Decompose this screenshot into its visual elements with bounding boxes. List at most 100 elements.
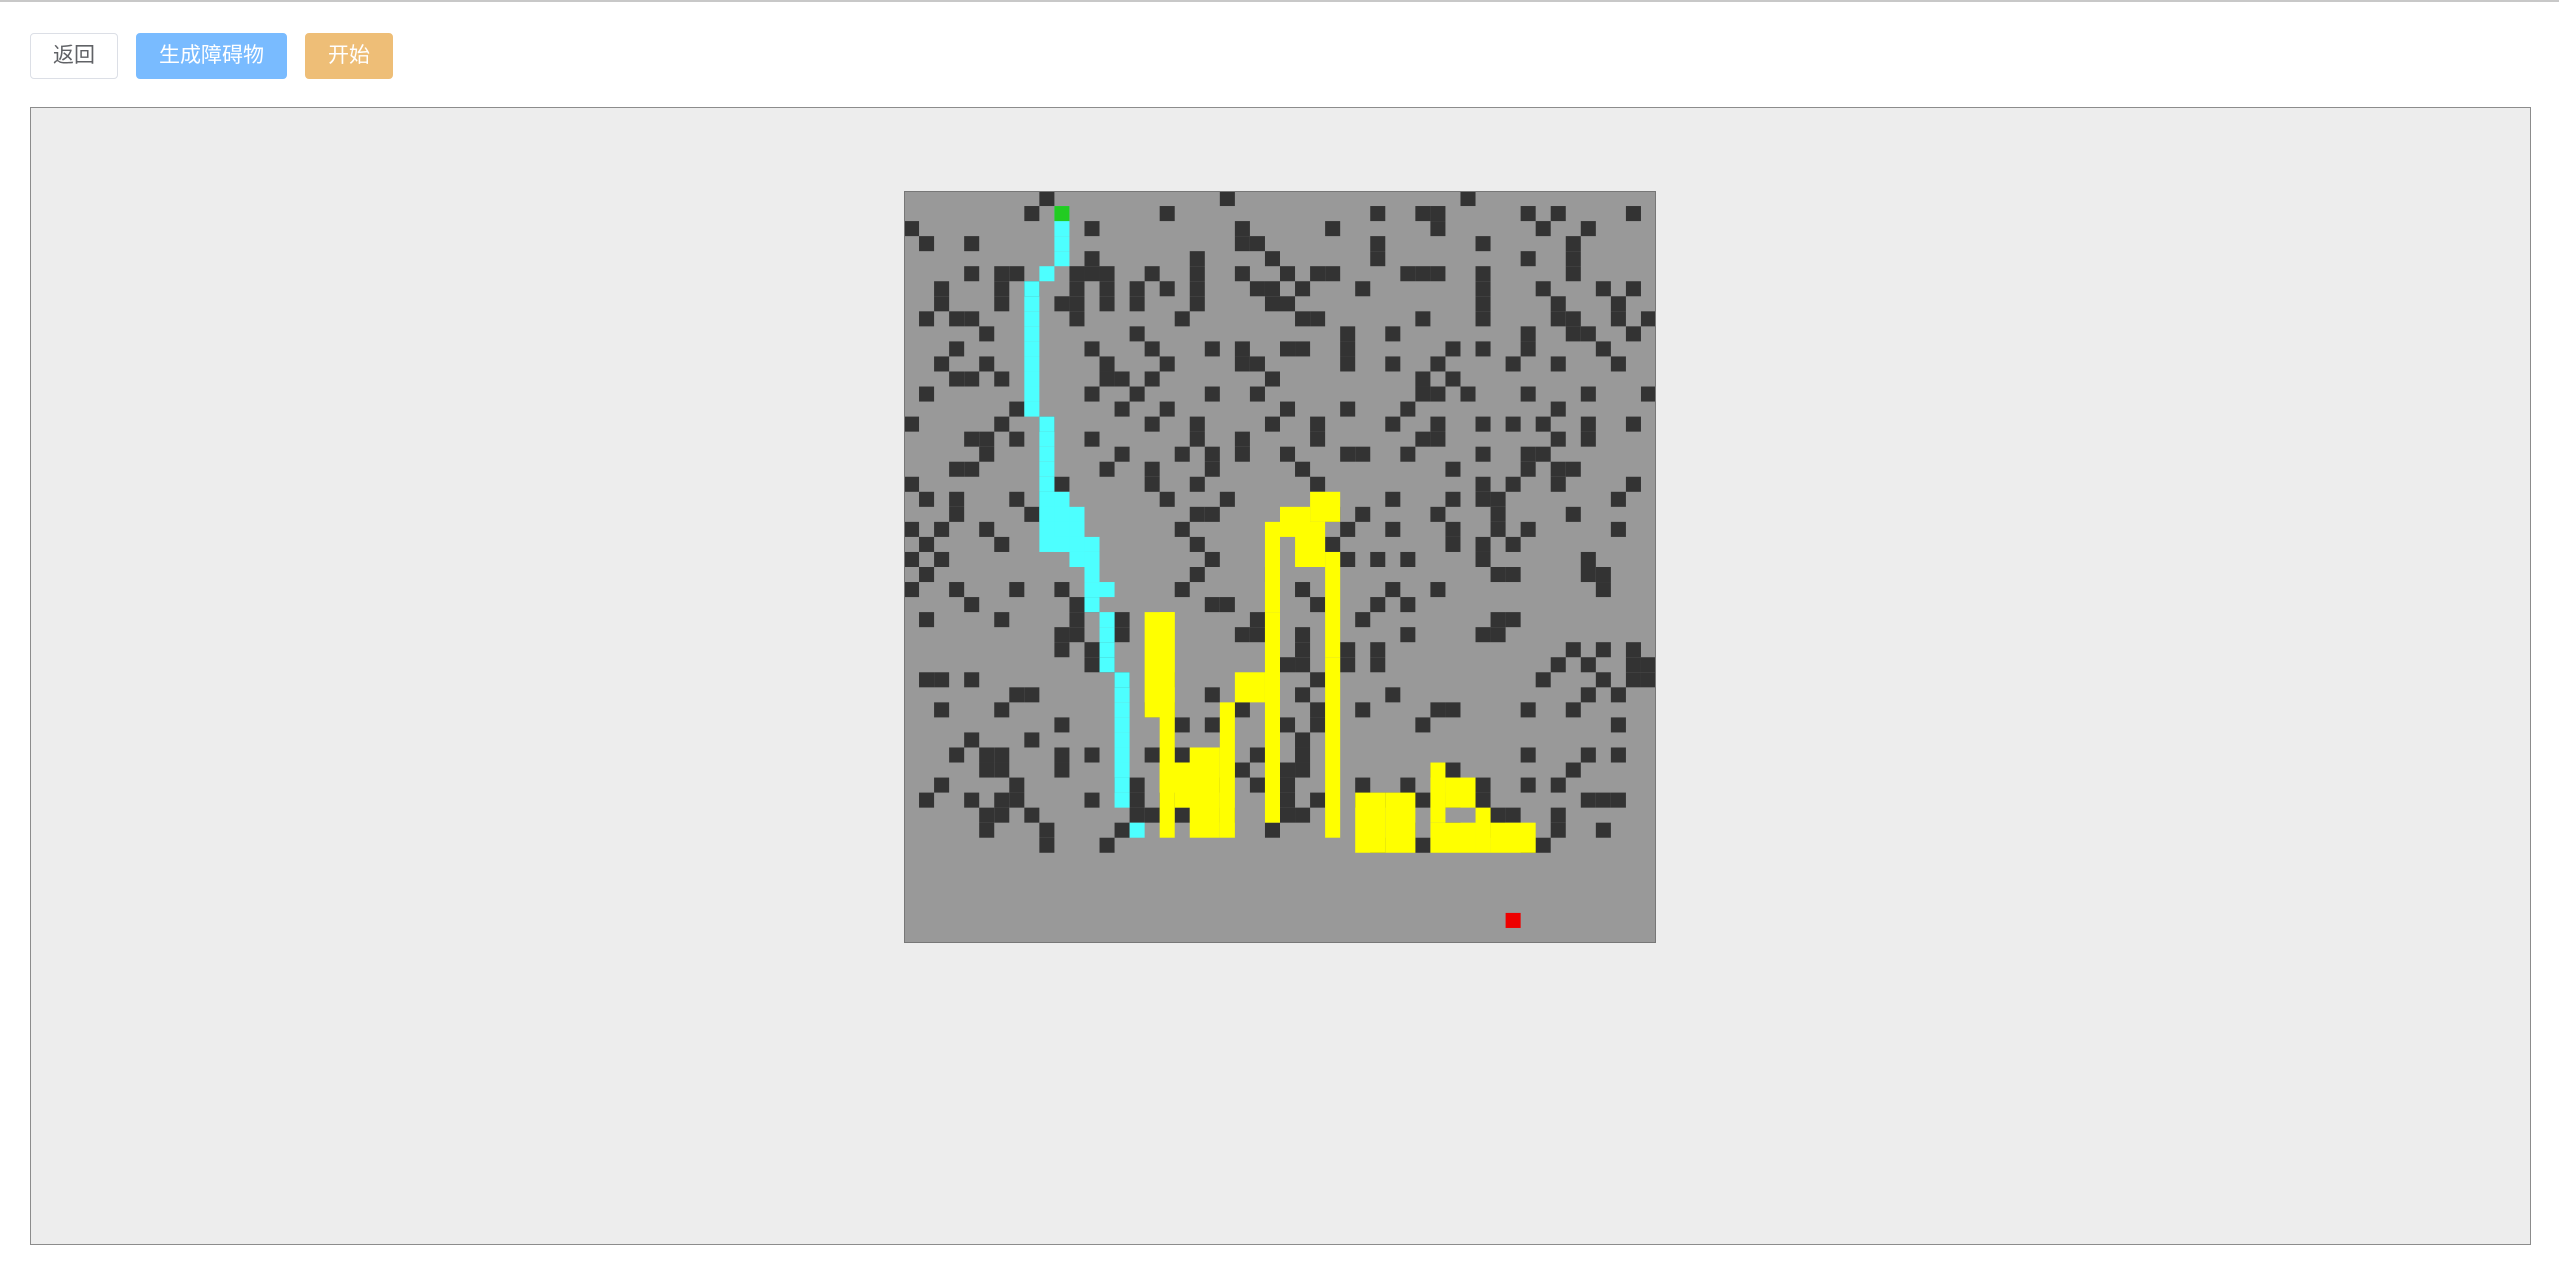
obstacle-cell	[1264, 371, 1280, 387]
obstacle-cell	[1144, 341, 1160, 357]
obstacle-cell	[1550, 296, 1566, 312]
obstacle-cell	[1280, 446, 1296, 462]
obstacle-cell	[1550, 807, 1566, 823]
obstacle-cell	[1249, 236, 1265, 252]
obstacle-cell	[979, 521, 995, 537]
obstacle-cell	[1295, 311, 1311, 327]
obstacle-cell	[994, 281, 1010, 297]
obstacle-cell	[1189, 476, 1205, 492]
visited-cell	[1144, 612, 1175, 718]
path-cell	[1039, 476, 1055, 492]
obstacle-cell	[1024, 732, 1040, 748]
obstacle-cell	[949, 506, 965, 522]
obstacle-cell	[1415, 792, 1431, 808]
obstacle-cell	[979, 822, 995, 838]
path-cell	[1099, 657, 1115, 673]
obstacle-cell	[1129, 281, 1145, 297]
obstacle-cell	[994, 612, 1010, 628]
obstacle-cell	[1280, 717, 1296, 733]
obstacle-cell	[1280, 792, 1296, 808]
obstacle-cell	[1640, 657, 1656, 673]
obstacle-cell	[964, 371, 980, 387]
obstacle-cell	[1475, 627, 1491, 643]
obstacle-cell	[1475, 476, 1491, 492]
obstacle-cell	[1400, 627, 1416, 643]
obstacle-cell	[919, 386, 935, 402]
obstacle-cell	[1264, 416, 1280, 432]
obstacle-cell	[1490, 521, 1506, 537]
obstacle-cell	[1204, 687, 1220, 703]
obstacle-cell	[1400, 551, 1416, 567]
start-button[interactable]: 开始	[305, 33, 393, 79]
obstacle-cell	[919, 567, 935, 583]
obstacle-cell	[1249, 386, 1265, 402]
obstacle-cell	[1415, 311, 1431, 327]
obstacle-cell	[1610, 296, 1626, 312]
obstacle-cell	[1234, 702, 1250, 718]
obstacle-cell	[1415, 266, 1431, 282]
obstacle-cell	[1099, 837, 1115, 853]
obstacle-cell	[1550, 206, 1566, 222]
obstacle-cell	[1340, 642, 1356, 658]
obstacle-cell	[934, 281, 950, 297]
obstacle-cell	[1114, 446, 1130, 462]
obstacle-cell	[1024, 506, 1040, 522]
obstacle-cell	[1144, 266, 1160, 282]
obstacle-cell	[1475, 416, 1491, 432]
obstacle-cell	[919, 612, 935, 628]
obstacle-cell	[1310, 416, 1326, 432]
obstacle-cell	[1355, 702, 1371, 718]
obstacle-cell	[1069, 597, 1085, 613]
obstacle-cell	[1430, 702, 1446, 718]
obstacle-cell	[1580, 657, 1596, 673]
obstacle-cell	[1610, 521, 1626, 537]
obstacle-cell	[1445, 371, 1461, 387]
obstacle-cell	[1009, 491, 1025, 507]
visited-cell	[1325, 657, 1341, 838]
obstacle-cell	[979, 807, 995, 823]
path-cell	[1084, 536, 1100, 552]
obstacle-cell	[1009, 777, 1025, 793]
obstacle-cell	[1505, 536, 1521, 552]
obstacle-cell	[1400, 446, 1416, 462]
obstacle-cell	[1129, 386, 1145, 402]
obstacle-cell	[1024, 687, 1040, 703]
obstacle-cell	[1099, 281, 1115, 297]
obstacle-cell	[1475, 341, 1491, 357]
obstacle-cell	[1295, 642, 1311, 658]
grid-border	[904, 191, 1656, 943]
back-button[interactable]: 返回	[30, 33, 118, 79]
obstacle-cell	[1310, 597, 1326, 613]
obstacle-cell	[1535, 416, 1551, 432]
visited-cell	[1445, 777, 1476, 808]
obstacle-cell	[1610, 747, 1626, 763]
obstacle-cell	[1189, 296, 1205, 312]
obstacle-cell	[1580, 687, 1596, 703]
obstacle-cell	[1204, 461, 1220, 477]
obstacle-cell	[1550, 461, 1566, 477]
obstacle-cell	[1625, 416, 1641, 432]
path-cell	[1024, 326, 1040, 342]
obstacle-cell	[1505, 567, 1521, 583]
obstacle-cell	[919, 491, 935, 507]
obstacle-cell	[1625, 672, 1641, 688]
obstacle-cell	[1234, 356, 1250, 372]
obstacle-cell	[1565, 702, 1581, 718]
obstacle-cell	[979, 747, 995, 763]
obstacle-cell	[1114, 401, 1130, 417]
obstacle-cell	[1580, 221, 1596, 237]
obstacle-cell	[1069, 281, 1085, 297]
obstacle-cell	[1249, 627, 1265, 643]
obstacle-cell	[1580, 551, 1596, 567]
obstacle-cell	[1490, 807, 1506, 823]
visited-cell	[1264, 521, 1280, 613]
obstacle-cell	[1129, 792, 1145, 808]
path-cell	[1024, 371, 1040, 387]
obstacle-cell	[1204, 506, 1220, 522]
path-cell	[1114, 777, 1130, 793]
obstacle-cell	[1580, 431, 1596, 447]
generate-obstacles-button[interactable]: 生成障碍物	[136, 33, 287, 79]
pathfinding-grid[interactable]	[904, 191, 1656, 943]
obstacle-cell	[1355, 506, 1371, 522]
obstacle-cell	[1550, 476, 1566, 492]
